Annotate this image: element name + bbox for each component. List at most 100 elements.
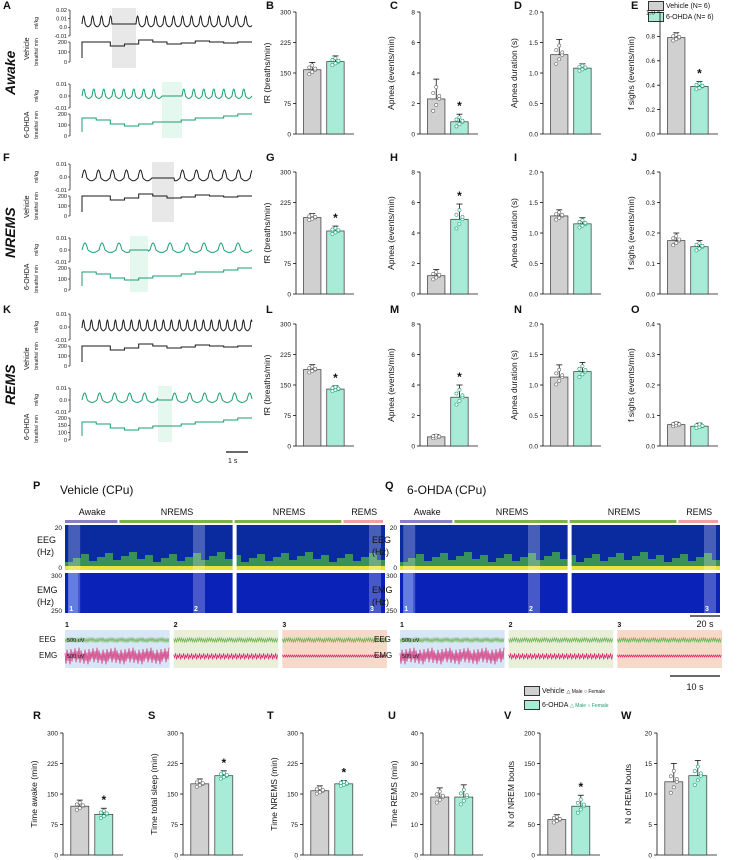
y-tick-label: 5 bbox=[648, 822, 652, 829]
eeg-band bbox=[528, 553, 536, 570]
data-point bbox=[194, 784, 199, 789]
significance-star: * bbox=[697, 67, 702, 81]
data-point bbox=[104, 811, 109, 816]
panel-letter-d: D bbox=[514, 0, 522, 12]
y-tick-label: 0.0 bbox=[646, 291, 655, 298]
emg-tick: 300 bbox=[386, 573, 397, 580]
eeg-band bbox=[337, 558, 345, 570]
data-point bbox=[434, 800, 439, 805]
panel-letter-a: A bbox=[3, 0, 11, 12]
trace-tick-label: 0.0 bbox=[59, 175, 67, 181]
y-tick-label: 10 bbox=[645, 791, 653, 798]
data-point bbox=[77, 800, 82, 805]
data-point bbox=[560, 213, 565, 217]
data-point bbox=[457, 221, 462, 226]
eeg-band-low bbox=[424, 566, 432, 570]
eeg-band bbox=[281, 553, 289, 570]
significance-star: * bbox=[333, 211, 338, 225]
y-axis-label: Apnea (events/min) bbox=[386, 196, 396, 270]
eeg-band-low bbox=[353, 566, 361, 570]
stage-bar bbox=[119, 520, 233, 523]
trace-tick-label: 0.0 bbox=[59, 398, 67, 404]
stage-bar bbox=[65, 520, 118, 523]
data-point bbox=[457, 115, 462, 120]
eeg-band-low bbox=[81, 566, 89, 570]
trace-unit-label: ml/kg bbox=[34, 394, 40, 406]
raw-emg-trace bbox=[617, 654, 722, 658]
data-point bbox=[218, 772, 223, 777]
data-point bbox=[457, 208, 462, 213]
y-axis-label: Apnea duration (s) bbox=[509, 350, 519, 420]
data-point bbox=[557, 378, 562, 383]
eeg-band-low bbox=[329, 566, 337, 570]
eeg-band bbox=[496, 558, 504, 570]
eeg-band-low bbox=[289, 566, 297, 570]
y-tick-label: 0 bbox=[411, 443, 415, 450]
trace-tick-label: 100 bbox=[58, 204, 67, 210]
data-point bbox=[434, 270, 439, 274]
eeg-axis-label: EEG bbox=[372, 535, 391, 545]
bar-6ohda bbox=[690, 425, 709, 447]
bar-vehicle bbox=[303, 217, 322, 295]
y-tick-label: 150 bbox=[280, 70, 291, 77]
data-point bbox=[101, 808, 106, 813]
eeg-band bbox=[361, 557, 369, 570]
y-axis-label: Time NREMS (min) bbox=[269, 757, 279, 831]
eeg-band bbox=[656, 555, 664, 570]
data-point bbox=[671, 38, 676, 43]
trace-unit-label: breaths/ min bbox=[34, 265, 40, 293]
trace-tick-label: 0.0 bbox=[59, 25, 67, 31]
data-point bbox=[674, 37, 679, 41]
data-point bbox=[314, 787, 319, 792]
eeg-band bbox=[113, 560, 121, 570]
eeg-band-low bbox=[552, 566, 560, 570]
eeg-band bbox=[257, 554, 265, 570]
bar-6ohda bbox=[214, 775, 234, 856]
bar-vehicle bbox=[303, 369, 322, 447]
bar-vehicle bbox=[430, 796, 450, 856]
data-point bbox=[671, 768, 676, 773]
spectrogram-title-ohda: 6-OHDA (CPu) bbox=[407, 483, 487, 497]
eeg-band-low bbox=[137, 566, 145, 570]
eeg-axis-label: EEG bbox=[37, 535, 56, 545]
eeg-band-low bbox=[400, 566, 408, 570]
eeg-band-low bbox=[257, 566, 265, 570]
chart-b: 0 75 150 225 300 fR (breaths/min) bbox=[262, 9, 354, 138]
bar-6ohda bbox=[573, 223, 592, 295]
emg-tick: 300 bbox=[51, 573, 62, 580]
data-point bbox=[74, 802, 79, 807]
chart-c: 0 2 4 6 8 Apnea (events/min) * bbox=[386, 9, 478, 138]
bar-6ohda bbox=[454, 796, 474, 856]
y-tick-label: 0.1 bbox=[646, 413, 655, 420]
trace-unit-label: breaths/ min bbox=[34, 342, 40, 370]
epoch-marker: 3 bbox=[705, 606, 709, 613]
ohda-flow-trace bbox=[81, 392, 253, 403]
data-point bbox=[313, 66, 318, 71]
data-point bbox=[307, 370, 312, 375]
data-point bbox=[554, 371, 559, 376]
raw-emg-scale: 500 uV bbox=[67, 654, 85, 660]
eeg-band bbox=[552, 552, 560, 570]
data-point bbox=[575, 810, 580, 815]
data-point bbox=[694, 242, 699, 247]
y-tick-label: 2.0 bbox=[529, 321, 538, 328]
bar-vehicle bbox=[667, 424, 686, 447]
eeg-band bbox=[544, 556, 552, 570]
eeg-band-low bbox=[680, 566, 688, 570]
y-tick-label: 30 bbox=[411, 761, 419, 768]
epoch-marker: 1 bbox=[69, 606, 73, 613]
eeg-band bbox=[440, 553, 448, 570]
y-axis-label: Apnea (events/min) bbox=[386, 348, 396, 422]
data-point bbox=[434, 275, 439, 280]
y-tick-label: 0 bbox=[287, 291, 291, 298]
spectrogram-gap bbox=[232, 525, 237, 570]
eeg-band-low bbox=[169, 566, 177, 570]
chart-t: 0 75 150 225 300 Time NREMS (min) * bbox=[269, 730, 363, 859]
data-point bbox=[341, 779, 346, 784]
bar-6ohda bbox=[326, 230, 345, 295]
data-point bbox=[330, 227, 335, 232]
data-point bbox=[694, 248, 699, 253]
data-point bbox=[671, 243, 676, 248]
panel-letter-n: N bbox=[514, 304, 522, 316]
data-point bbox=[560, 50, 565, 55]
